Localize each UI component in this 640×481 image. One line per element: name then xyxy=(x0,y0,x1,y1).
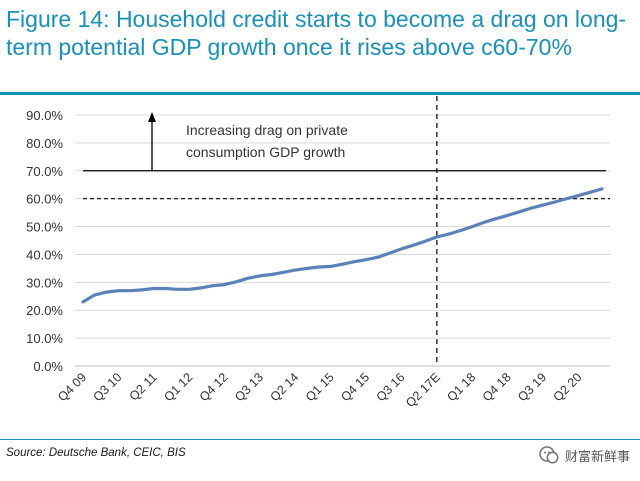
y-tick-label: 60.0% xyxy=(26,192,63,207)
arrow-up-icon xyxy=(148,112,156,122)
y-tick-label: 0.0% xyxy=(33,359,63,374)
x-tick-label: Q1 12 xyxy=(161,370,195,404)
plot-area: Increasing drag on private consumption GD… xyxy=(75,96,610,367)
y-tick-label: 20.0% xyxy=(26,303,63,318)
x-tick-label: Q2 20 xyxy=(551,370,585,404)
x-axis-labels: Q4 09 Q3 10 Q2 11 Q1 12 Q4 12 Q3 13 Q2 14 Q1 15… xyxy=(55,370,584,410)
x-tick-label: Q4 18 xyxy=(480,370,514,404)
wechat-icon xyxy=(539,446,559,464)
x-tick-label: Q3 13 xyxy=(232,370,266,404)
y-tick-label: 40.0% xyxy=(26,247,63,262)
title-rule xyxy=(0,92,640,95)
y-tick-label: 50.0% xyxy=(26,220,63,235)
watermark-text: 财富新鲜事 xyxy=(564,449,630,465)
bottom-rule xyxy=(0,439,640,440)
figure-title: Figure 14: Household credit starts to be… xyxy=(6,6,627,60)
source-note: Source: Deutsche Bank, CEIC, BIS xyxy=(6,447,186,459)
x-tick-label: Q3 10 xyxy=(91,370,125,404)
y-tick-label: 70.0% xyxy=(26,164,63,179)
watermark: 财富新鲜事 xyxy=(538,444,630,466)
chart: 0.0% 10.0% 20.0% 30.0% 40.0% 50.0% 60.0% 70.0% 8… xyxy=(26,96,610,410)
y-tick-label: 80.0% xyxy=(26,136,63,151)
x-tick-label: Q4 09 xyxy=(55,370,89,404)
x-tick-label: Q2 17E xyxy=(403,370,443,410)
x-tick-label: Q4 12 xyxy=(197,370,231,404)
x-tick-label: Q2 14 xyxy=(267,370,301,404)
x-tick-label: Q1 18 xyxy=(444,370,478,404)
x-tick-label: Q1 15 xyxy=(303,370,337,404)
x-tick-label: Q2 11 xyxy=(127,370,160,403)
y-axis-labels: 0.0% 10.0% 20.0% 30.0% 40.0% 50.0% 60.0% 70.0% 8… xyxy=(26,108,63,374)
x-tick-label: Q4 15 xyxy=(338,370,372,404)
y-tick-label: 30.0% xyxy=(26,275,63,290)
series-line-household-credit xyxy=(81,187,604,304)
x-tick-label: Q3 16 xyxy=(374,370,408,404)
x-tick-label: Q3 19 xyxy=(515,370,549,404)
y-tick-label: 10.0% xyxy=(26,331,63,346)
drag-annotation-line2: consumption GDP growth xyxy=(186,144,345,160)
y-tick-label: 90.0% xyxy=(26,108,63,123)
drag-annotation-line1: Increasing drag on private xyxy=(186,122,348,138)
